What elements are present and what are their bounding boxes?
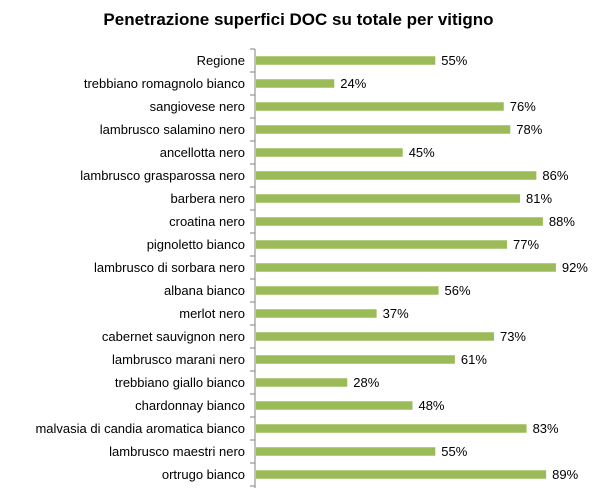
bar (256, 240, 508, 249)
category-label: trebbiano romagnolo bianco (84, 76, 245, 91)
chart-title: Penetrazione superfici DOC su totale per… (103, 10, 494, 29)
category-label: albana bianco (164, 283, 245, 298)
data-label: 88% (549, 214, 575, 229)
bar (256, 424, 527, 433)
category-label: cabernet sauvignon nero (102, 329, 245, 344)
category-label: pignoletto bianco (147, 237, 245, 252)
category-label: lambrusco salamino nero (100, 122, 245, 137)
bar (256, 401, 413, 410)
bar (256, 332, 494, 341)
bar (256, 148, 403, 157)
data-label: 76% (510, 99, 536, 114)
category-label: trebbiano giallo bianco (115, 375, 245, 390)
category-label: croatina nero (169, 214, 245, 229)
bar (256, 217, 543, 226)
bar (256, 171, 537, 180)
bar (256, 286, 439, 295)
bar (256, 102, 504, 111)
data-label: 28% (353, 375, 379, 390)
data-label: 77% (513, 237, 539, 252)
bar (256, 470, 547, 479)
data-label: 92% (562, 260, 588, 275)
category-label: ancellotta nero (160, 145, 245, 160)
bar (256, 56, 436, 65)
data-label: 24% (340, 76, 366, 91)
category-label: merlot nero (179, 306, 245, 321)
category-label: lambrusco di sorbara nero (94, 260, 245, 275)
data-label: 83% (533, 421, 559, 436)
category-label: Regione (197, 53, 245, 68)
bar (256, 263, 556, 272)
bar (256, 447, 436, 456)
bar (256, 378, 348, 387)
category-label: lambrusco grasparossa nero (80, 168, 245, 183)
data-label: 61% (461, 352, 487, 367)
category-label: chardonnay bianco (135, 398, 245, 413)
bar (256, 355, 455, 364)
data-label: 45% (409, 145, 435, 160)
data-label: 89% (552, 467, 578, 482)
bar (256, 79, 335, 88)
data-label: 78% (516, 122, 542, 137)
category-label: barbera nero (171, 191, 245, 206)
category-label: lambrusco maestri nero (109, 444, 245, 459)
data-label: 81% (526, 191, 552, 206)
category-label: ortrugo bianco (162, 467, 245, 482)
category-label: malvasia di candia aromatica bianco (35, 421, 245, 436)
bar (256, 309, 377, 318)
data-label: 48% (418, 398, 444, 413)
bar (256, 194, 521, 203)
bar (256, 125, 511, 134)
data-label: 73% (500, 329, 526, 344)
category-label: lambrusco marani nero (112, 352, 245, 367)
data-label: 55% (441, 444, 467, 459)
category-label: sangiovese nero (150, 99, 245, 114)
data-label: 37% (383, 306, 409, 321)
data-label: 86% (542, 168, 568, 183)
data-label: 55% (441, 53, 467, 68)
data-label: 56% (445, 283, 471, 298)
